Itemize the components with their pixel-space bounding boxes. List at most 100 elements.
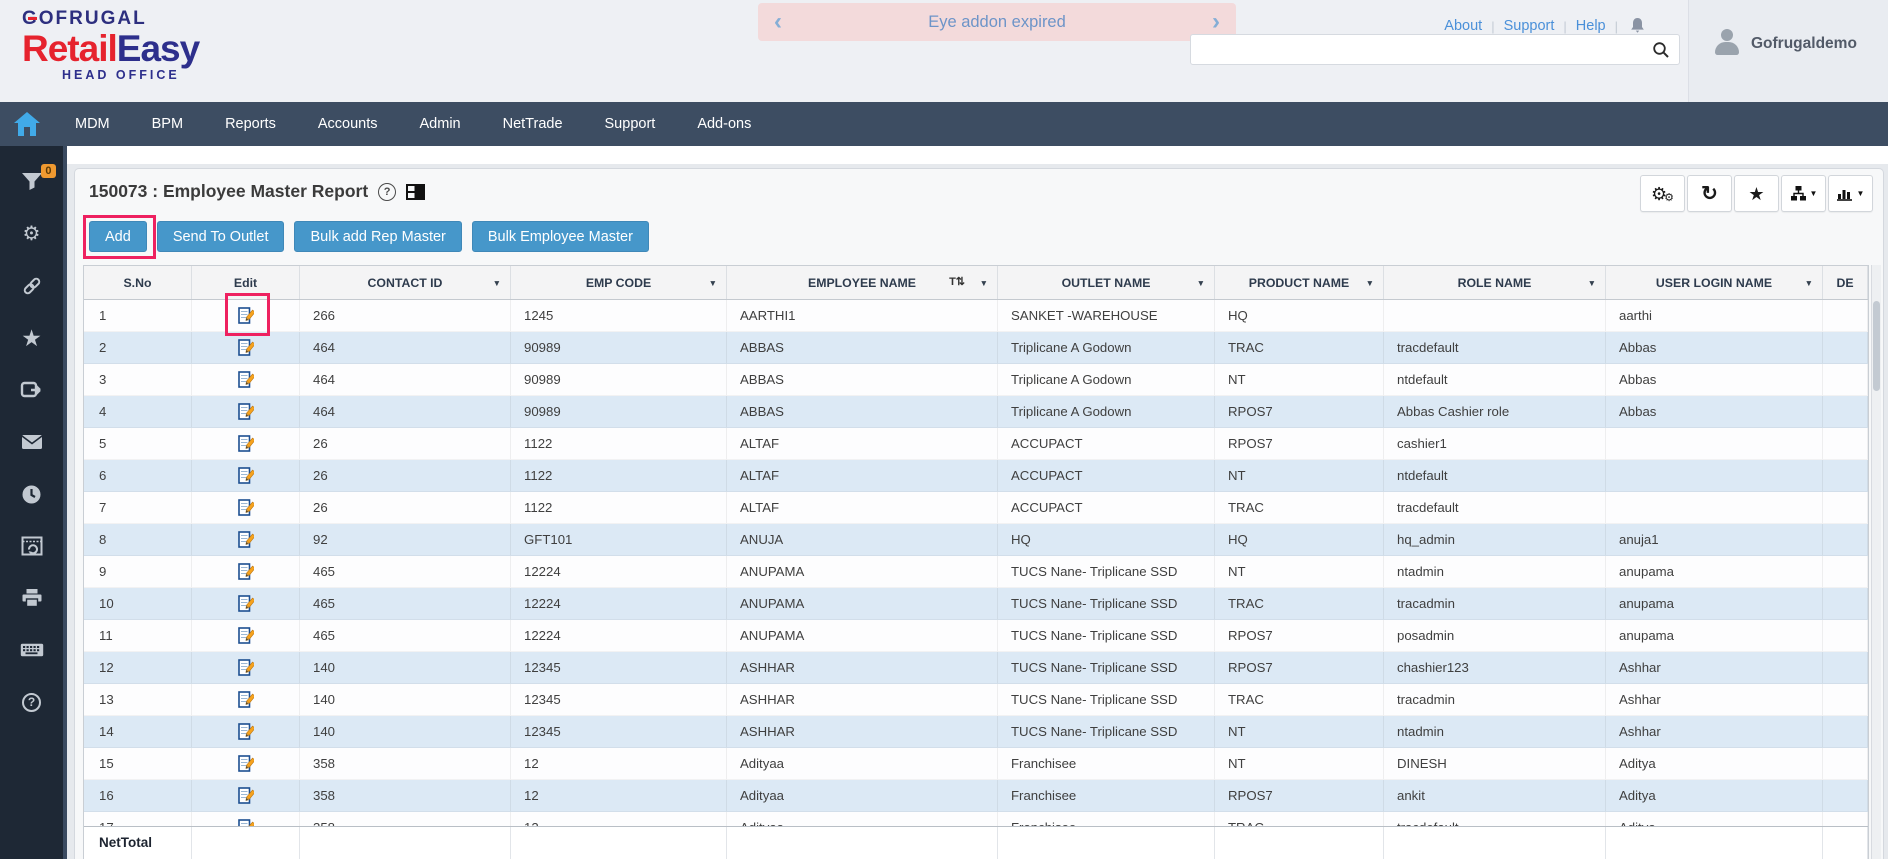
column-filter-caret-icon[interactable] xyxy=(980,278,988,288)
column-header[interactable]: PRODUCT NAME xyxy=(1215,266,1384,299)
cell-de xyxy=(1823,332,1868,364)
column-filter-caret-icon[interactable] xyxy=(493,278,501,288)
cell-product-name: RPOS7 xyxy=(1215,652,1384,684)
column-header[interactable]: EMPLOYEE NAME xyxy=(727,266,998,299)
user-block[interactable]: Gofrugaldemo xyxy=(1688,0,1888,102)
column-header[interactable]: CONTACT ID xyxy=(300,266,511,299)
column-filter-caret-icon[interactable] xyxy=(1805,278,1813,288)
support-link[interactable]: Support xyxy=(1504,18,1555,34)
cell-outlet-name: TUCS Nane- Triplicane SSD xyxy=(998,556,1215,588)
column-header[interactable]: Edit xyxy=(192,266,300,299)
cell-emp-code: 12345 xyxy=(511,652,727,684)
nav-item[interactable]: MDM xyxy=(54,102,131,146)
action-button[interactable]: Add xyxy=(89,221,147,252)
toolbar-settings-icon[interactable]: ⚙⚙ xyxy=(1640,175,1685,212)
filter-icon[interactable]: 0 xyxy=(20,171,44,193)
column-header[interactable]: EMP CODE xyxy=(511,266,727,299)
toolbar-refresh-icon[interactable]: ↻ xyxy=(1687,175,1732,212)
cell-user-login-name xyxy=(1606,428,1823,460)
share-icon[interactable] xyxy=(20,379,44,401)
search-input[interactable] xyxy=(1199,35,1639,64)
cell-edit xyxy=(192,556,300,588)
column-header[interactable]: OUTLET NAME xyxy=(998,266,1215,299)
home-icon[interactable] xyxy=(0,102,54,146)
cell-role-name: ntadmin xyxy=(1384,716,1606,748)
edit-icon[interactable] xyxy=(238,435,254,452)
column-header[interactable]: ROLE NAME xyxy=(1384,266,1606,299)
notifications-bell-icon[interactable] xyxy=(1629,17,1646,35)
edit-icon[interactable] xyxy=(238,659,254,676)
nav-item[interactable]: Accounts xyxy=(297,102,399,146)
edit-icon[interactable] xyxy=(238,563,254,580)
edit-icon[interactable] xyxy=(238,787,254,804)
link-icon[interactable] xyxy=(20,275,44,297)
edit-icon[interactable] xyxy=(238,499,254,516)
nav-item[interactable]: Support xyxy=(584,102,677,146)
cell-emp-code: 12 xyxy=(511,780,727,812)
action-buttons: Add Send To Outlet Bulk add Rep Master Bulk… xyxy=(89,221,649,252)
column-filter-caret-icon[interactable] xyxy=(1588,278,1596,288)
column-header[interactable]: USER LOGIN NAME xyxy=(1606,266,1823,299)
edit-icon[interactable] xyxy=(238,691,254,708)
toolbar-hierarchy-icon[interactable]: ▼ xyxy=(1781,175,1826,212)
keyboard-icon[interactable] xyxy=(20,639,44,661)
edit-icon[interactable] xyxy=(238,819,254,826)
nav-item[interactable]: BPM xyxy=(131,102,204,146)
table-vertical-scrollbar[interactable] xyxy=(1871,265,1881,859)
column-header[interactable]: S.No xyxy=(84,266,192,299)
action-button[interactable]: Bulk Employee Master xyxy=(472,221,649,252)
edit-icon[interactable] xyxy=(238,307,254,324)
cell-emp-code: 12224 xyxy=(511,620,727,652)
content-mat: 150073 : Employee Master Report ? ⚙⚙ ↻ ★… xyxy=(67,164,1888,859)
notification-banner: ‹ Eye addon expired › xyxy=(758,3,1236,41)
cell-sno: 7 xyxy=(84,492,192,524)
column-filter-caret-icon[interactable] xyxy=(1366,278,1374,288)
cell-emp-code: 90989 xyxy=(511,396,727,428)
scheduled-reports-icon[interactable] xyxy=(20,535,44,557)
help-link[interactable]: Help xyxy=(1576,18,1606,34)
cell-edit xyxy=(192,652,300,684)
help-icon[interactable]: ? xyxy=(20,691,44,713)
search-icon[interactable] xyxy=(1652,41,1670,59)
edit-icon[interactable] xyxy=(238,755,254,772)
edit-icon[interactable] xyxy=(238,467,254,484)
column-filter-caret-icon[interactable] xyxy=(709,278,717,288)
cell-outlet-name: ACCUPACT xyxy=(998,492,1215,524)
toolbar-chart-icon[interactable]: ▼ xyxy=(1828,175,1873,212)
nav-item[interactable]: Add-ons xyxy=(676,102,772,146)
about-link[interactable]: About xyxy=(1444,18,1482,34)
edit-icon[interactable] xyxy=(238,531,254,548)
edit-icon[interactable] xyxy=(238,723,254,740)
edit-icon[interactable] xyxy=(238,371,254,388)
nav-item[interactable]: NetTrade xyxy=(482,102,584,146)
favorites-star-icon[interactable]: ★ xyxy=(20,327,44,349)
table-row: 10 465 12224 ANUPAMA TUCS Nane- Triplica… xyxy=(84,588,1868,620)
scrollbar-thumb[interactable] xyxy=(1873,301,1880,391)
print-icon[interactable] xyxy=(20,587,44,609)
table-header: S.No Edit CONT xyxy=(84,266,1868,300)
cell-emp-code: 1245 xyxy=(511,300,727,332)
action-button[interactable]: Send To Outlet xyxy=(157,221,285,252)
edit-icon[interactable] xyxy=(238,627,254,644)
edit-icon[interactable] xyxy=(238,595,254,612)
employee-table: S.No Edit CONT xyxy=(83,265,1869,859)
column-header[interactable]: DE xyxy=(1823,266,1868,299)
mail-icon[interactable] xyxy=(20,431,44,453)
toolbar-favorite-icon[interactable]: ★ xyxy=(1734,175,1779,212)
nav-item[interactable]: Reports xyxy=(204,102,297,146)
text-sort-icon[interactable] xyxy=(949,275,965,288)
report-help-icon[interactable]: ? xyxy=(378,183,396,201)
table-row: 8 92 GFT101 ANUJA HQ HQ hq_admin an xyxy=(84,524,1868,556)
action-button[interactable]: Bulk add Rep Master xyxy=(294,221,461,252)
edit-icon[interactable] xyxy=(238,339,254,356)
cell-role-name: Abbas Cashier role xyxy=(1384,396,1606,428)
settings-gear-icon[interactable]: ⚙ xyxy=(20,223,44,245)
report-grid-icon[interactable] xyxy=(406,184,425,200)
nav-item[interactable]: Admin xyxy=(399,102,482,146)
cell-user-login-name: Ashhar xyxy=(1606,652,1823,684)
column-filter-caret-icon[interactable] xyxy=(1197,278,1205,288)
cell-employee-name: ANUPAMA xyxy=(727,620,998,652)
cell-sno: 13 xyxy=(84,684,192,716)
history-clock-icon[interactable] xyxy=(20,483,44,505)
edit-icon[interactable] xyxy=(238,403,254,420)
